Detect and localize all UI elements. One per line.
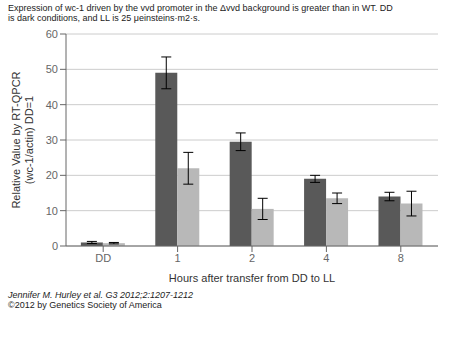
svg-text:1: 1 xyxy=(175,251,181,263)
html-text:Jennifer M. Hurley et al. G3 2: Jennifer M. Hurley et al. G3 2012;2:1207… xyxy=(8,289,194,300)
svg-text:DD: DD xyxy=(95,251,111,263)
svg-text:50: 50 xyxy=(46,63,58,75)
svg-text:60: 60 xyxy=(46,28,58,40)
html-text:©2012 by Genetics Society of A: ©2012 by Genetics Society of America xyxy=(8,300,162,311)
svg-text:4: 4 xyxy=(323,251,329,263)
svg-text:8: 8 xyxy=(398,251,404,263)
svg-text:40: 40 xyxy=(46,98,58,110)
svg-text:10: 10 xyxy=(46,204,58,216)
svg-text:Hours after transfer from DD t: Hours after transfer from DD to LL xyxy=(169,272,335,284)
svg-text:Relative Value by RT-QPCR: Relative Value by RT-QPCR xyxy=(10,71,22,208)
svg-text:30: 30 xyxy=(46,134,58,146)
html-text:Expression of wc-1 driven by t: Expression of wc-1 driven by the vvd pro… xyxy=(8,3,393,24)
svg-text:20: 20 xyxy=(46,169,58,181)
svg-text:0: 0 xyxy=(52,240,58,252)
svg-text:(wc-1/actin) DD=1: (wc-1/actin) DD=1 xyxy=(23,96,35,184)
svg-text:2: 2 xyxy=(249,251,255,263)
